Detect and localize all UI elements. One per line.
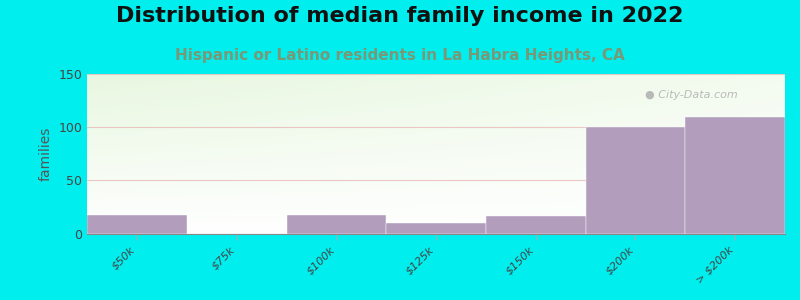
Bar (286, 214, 386, 234)
Bar (87, 214, 187, 234)
Y-axis label: families: families (39, 127, 53, 181)
Bar (686, 117, 785, 234)
Bar (386, 223, 486, 234)
Bar (586, 127, 686, 234)
Bar (486, 216, 586, 234)
Text: Distribution of median family income in 2022: Distribution of median family income in … (116, 6, 684, 26)
Text: Hispanic or Latino residents in La Habra Heights, CA: Hispanic or Latino residents in La Habra… (175, 48, 625, 63)
Text: ● City-Data.com: ● City-Data.com (646, 90, 738, 100)
